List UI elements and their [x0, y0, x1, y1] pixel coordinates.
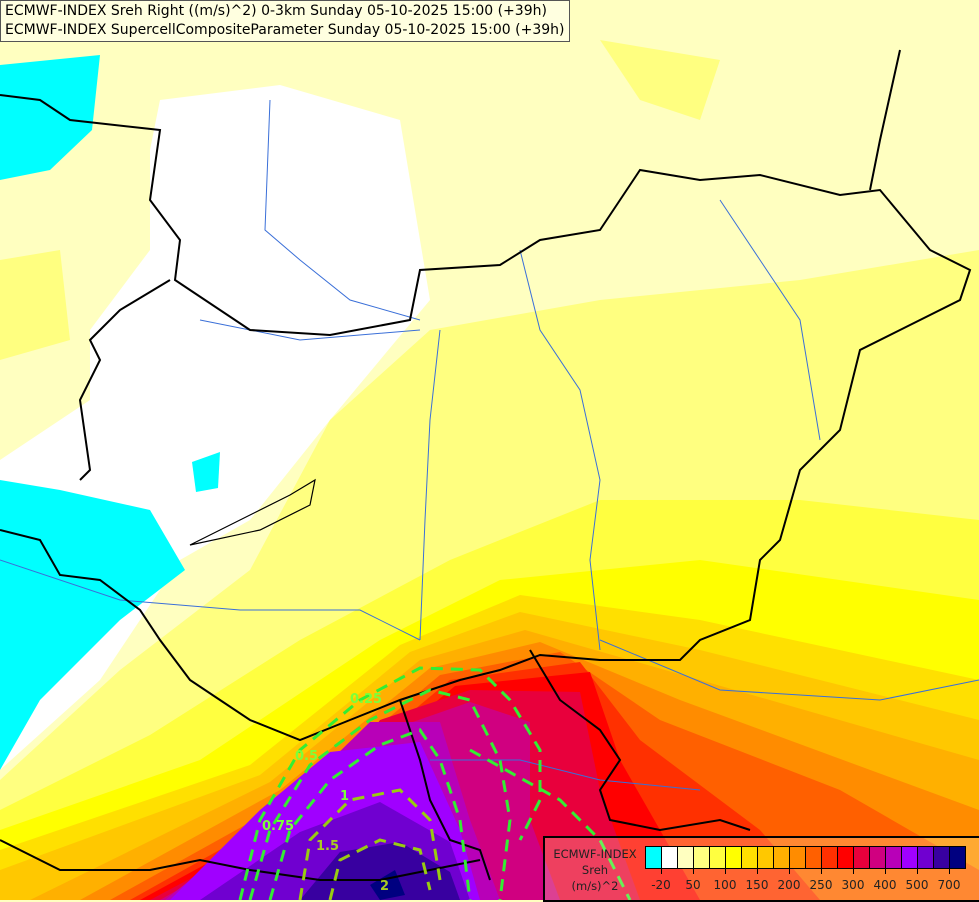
legend-tick-label: 500: [905, 878, 929, 892]
legend-tick-label: 250: [809, 878, 833, 892]
legend-title-unit: (m/s)^2: [571, 879, 619, 893]
contour-labels: 0.25 0.5 0.75 1 1.5 2: [262, 692, 389, 894]
legend-tick: [917, 868, 918, 874]
borders: [0, 49, 972, 881]
legend-swatch: [950, 847, 965, 868]
legend-tick-label: 150: [745, 878, 769, 892]
contour-label: 1: [340, 789, 349, 804]
legend-tick: [949, 868, 950, 874]
legend-tick-label: 400: [873, 878, 897, 892]
legend-tick: [885, 868, 886, 874]
scp-contours: [238, 666, 632, 900]
header-line-scp: ECMWF-INDEX SupercellCompositeParameter …: [5, 22, 565, 38]
legend-tick-label: 50: [685, 878, 701, 892]
legend-tick: [789, 868, 790, 874]
legend-title-model: ECMWF-INDEX: [553, 847, 637, 861]
legend-swatch: [678, 847, 694, 868]
legend-tick-label: 200: [777, 878, 801, 892]
legend-title-param: Sreh: [581, 863, 609, 877]
contour-label: 0.5: [295, 749, 318, 764]
contour-label: 0.25: [350, 692, 382, 707]
color-legend: ECMWF-INDEX Sreh (m/s)^2 -20 50 100 150 200 2…: [543, 836, 979, 902]
contour-label: 0.75: [262, 819, 294, 834]
legend-swatch: [710, 847, 726, 868]
legend-swatch: [790, 847, 806, 868]
legend-tick-label: 100: [713, 878, 737, 892]
contour-label: 1.5: [316, 839, 339, 854]
legend-swatch: [806, 847, 822, 868]
legend-tick: [757, 868, 758, 874]
legend-tick-label: -20: [651, 878, 671, 892]
legend-tick: [661, 868, 662, 874]
legend-tick: [725, 868, 726, 874]
legend-ticks: -20 50 100 150 200 250 300 400 500 700: [645, 868, 967, 896]
legend-tick: [821, 868, 822, 874]
legend-swatch: [918, 847, 934, 868]
legend-color-bar: [645, 846, 966, 869]
legend-swatch: [774, 847, 790, 868]
legend-tick: [853, 868, 854, 874]
header-line-sreh: ECMWF-INDEX Sreh Right ((m/s)^2) 0-3km S…: [5, 3, 547, 19]
legend-swatch: [742, 847, 758, 868]
legend-title: ECMWF-INDEX Sreh (m/s)^2: [549, 846, 641, 894]
legend-tick-label: 300: [841, 878, 865, 892]
legend-swatch: [662, 847, 678, 868]
legend-swatch: [726, 847, 742, 868]
legend-swatch: [854, 847, 870, 868]
sreh-fill: [0, 40, 979, 900]
legend-swatch: [694, 847, 710, 868]
legend-swatch: [886, 847, 902, 868]
legend-tick-label: 700: [937, 878, 961, 892]
legend-swatch: [870, 847, 886, 868]
map-header: ECMWF-INDEX Sreh Right ((m/s)^2) 0-3km S…: [0, 0, 570, 42]
legend-swatch: [934, 847, 950, 868]
rivers: [0, 99, 979, 791]
legend-swatch: [758, 847, 774, 868]
contour-label: 2: [380, 879, 389, 894]
legend-swatch: [838, 847, 854, 868]
legend-swatch: [646, 847, 662, 868]
legend-swatch: [822, 847, 838, 868]
legend-swatch: [902, 847, 918, 868]
legend-tick: [693, 868, 694, 874]
